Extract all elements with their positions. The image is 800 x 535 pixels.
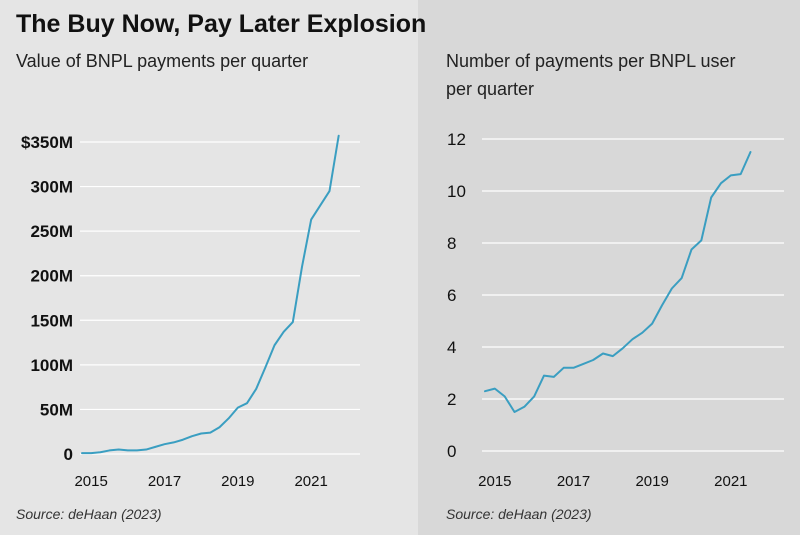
value-y-tick-label: 300M [30, 178, 73, 197]
ppu-x-tick-label: 2021 [714, 473, 747, 490]
value-x-tick-label: 2019 [221, 473, 254, 490]
value-y-tick-label: 250M [30, 222, 73, 241]
bnpl-value-chart: 0 50M 100M 150M 200M 250M 300M $350M 2015 2017 201… [21, 133, 360, 490]
value-y-tick-label: 150M [30, 311, 73, 330]
left-source-note: Source: deHaan (2023) [16, 506, 162, 522]
main-title: The Buy Now, Pay Later Explosion [16, 10, 427, 38]
ppu-y-tick-label: 4 [447, 338, 456, 357]
value-series-line [81, 134, 340, 455]
value-y-tick-label: 50M [40, 400, 73, 419]
value-y-tick-label: $350M [21, 133, 73, 152]
value-y-tick-label: 200M [30, 267, 73, 286]
value-y-tick-label: 100M [30, 356, 73, 375]
payments-per-user-chart: 0 2 4 6 8 10 12 2015 2017 2019 2021 [447, 130, 784, 490]
left-chart-title: Value of BNPL payments per quarter [16, 51, 309, 71]
left-panel-background [0, 0, 418, 535]
value-x-tick-label: 2015 [74, 473, 107, 490]
value-x-tick-label: 2017 [148, 473, 181, 490]
ppu-y-tick-label: 12 [447, 130, 466, 149]
ppu-y-tick-label: 0 [447, 442, 456, 461]
ppu-y-tick-label: 6 [447, 286, 456, 305]
value-x-tick-label: 2021 [294, 473, 327, 490]
right-source-note: Source: deHaan (2023) [446, 506, 592, 522]
ppu-series-line [484, 151, 752, 413]
value-y-tick-label: 0 [64, 445, 73, 464]
right-panel-background [418, 0, 800, 535]
ppu-x-tick-label: 2017 [557, 473, 590, 490]
right-chart-title: Number of payments per BNPL user per qua… [446, 51, 736, 99]
ppu-y-tick-label: 2 [447, 390, 456, 409]
ppu-x-tick-label: 2015 [478, 473, 511, 490]
ppu-y-tick-label: 8 [447, 234, 456, 253]
ppu-x-tick-label: 2019 [635, 473, 668, 490]
ppu-y-tick-label: 10 [447, 182, 466, 201]
